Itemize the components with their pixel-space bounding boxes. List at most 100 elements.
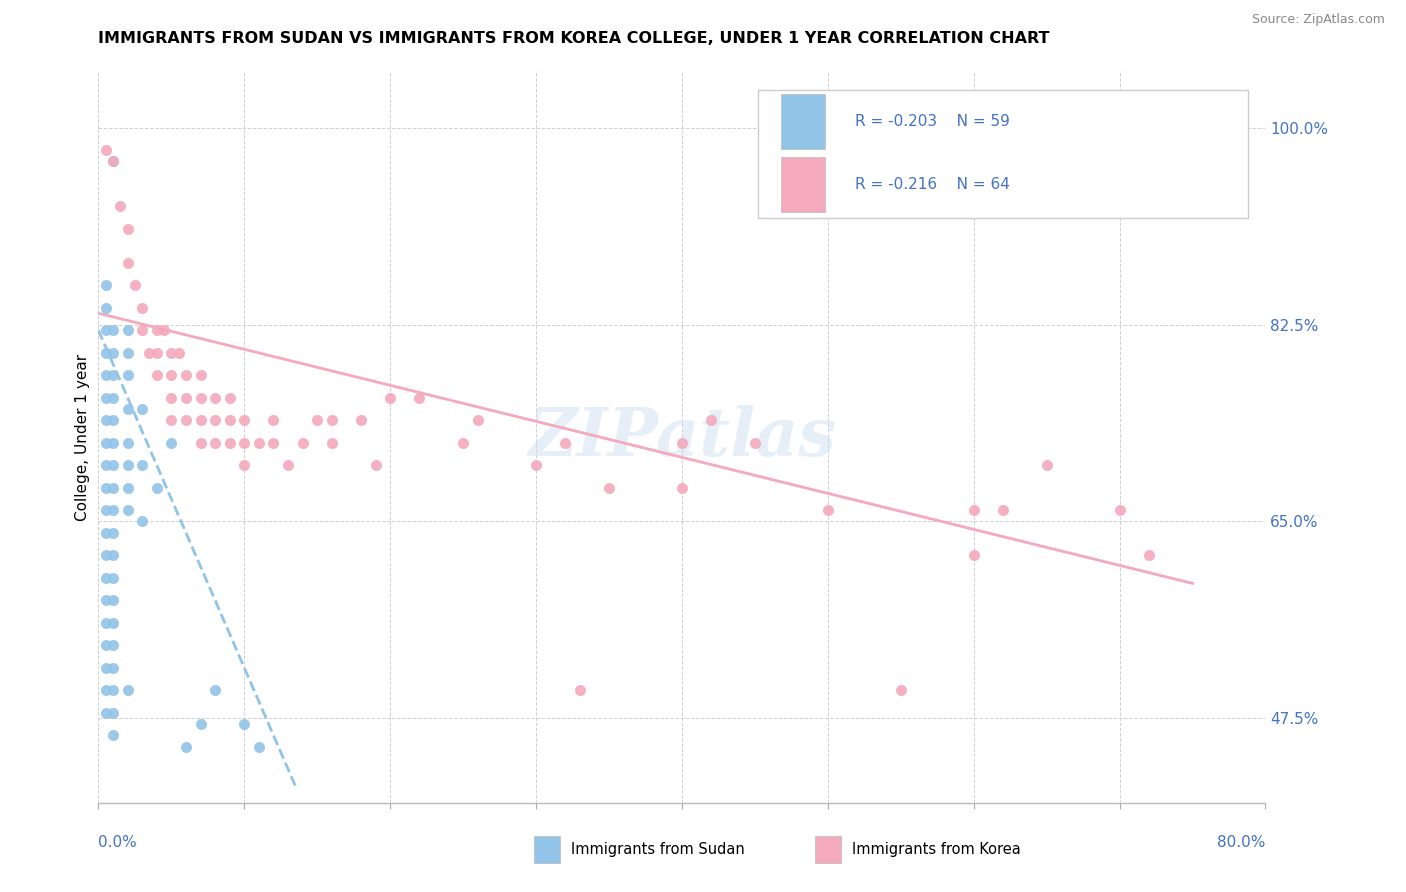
Point	[554, 435, 576, 450]
Point	[671, 435, 693, 450]
Point	[94, 525, 117, 540]
Point	[321, 413, 343, 427]
Point	[94, 571, 117, 585]
Point	[101, 458, 124, 473]
Point	[94, 593, 117, 607]
Point	[408, 391, 430, 405]
Point	[131, 323, 153, 337]
Text: Immigrants from Sudan: Immigrants from Sudan	[571, 842, 745, 856]
Point	[94, 413, 117, 427]
Point	[262, 435, 284, 450]
Point	[160, 413, 183, 427]
Point	[131, 515, 153, 529]
Point	[94, 301, 117, 315]
Point	[110, 199, 132, 213]
Point	[524, 458, 547, 473]
Point	[247, 739, 270, 754]
Point	[94, 706, 117, 720]
Point	[190, 413, 212, 427]
Point	[1137, 548, 1160, 562]
Point	[117, 323, 139, 337]
Point	[101, 548, 124, 562]
Point	[817, 503, 839, 517]
Text: ZIPatlas: ZIPatlas	[529, 405, 835, 469]
Point	[1108, 503, 1130, 517]
Point	[117, 255, 139, 269]
Point	[190, 435, 212, 450]
Point	[218, 391, 240, 405]
Point	[160, 391, 183, 405]
Point	[94, 458, 117, 473]
Point	[94, 503, 117, 517]
Point	[321, 435, 343, 450]
Point	[94, 638, 117, 652]
Point	[153, 323, 176, 337]
Point	[101, 615, 124, 630]
Point	[146, 323, 169, 337]
Point	[101, 683, 124, 698]
Point	[101, 154, 124, 169]
Point	[131, 301, 153, 315]
Point	[101, 345, 124, 359]
Text: 80.0%: 80.0%	[1218, 836, 1265, 850]
Point	[218, 413, 240, 427]
Point	[174, 413, 197, 427]
Text: IMMIGRANTS FROM SUDAN VS IMMIGRANTS FROM KOREA COLLEGE, UNDER 1 YEAR CORRELATION: IMMIGRANTS FROM SUDAN VS IMMIGRANTS FROM…	[98, 31, 1050, 46]
Point	[174, 368, 197, 383]
Point	[160, 368, 183, 383]
Point	[131, 401, 153, 416]
Point	[124, 278, 146, 293]
Point	[117, 435, 139, 450]
Point	[94, 323, 117, 337]
Point	[94, 481, 117, 495]
Point	[101, 481, 124, 495]
Point	[101, 154, 124, 169]
Point	[101, 435, 124, 450]
Point	[146, 481, 169, 495]
Point	[890, 683, 912, 698]
Point	[1035, 458, 1057, 473]
FancyBboxPatch shape	[782, 94, 825, 149]
Point	[94, 278, 117, 293]
Point	[101, 525, 124, 540]
Point	[117, 401, 139, 416]
Text: Source: ZipAtlas.com: Source: ZipAtlas.com	[1251, 13, 1385, 27]
Text: R = -0.216    N = 64: R = -0.216 N = 64	[855, 178, 1010, 193]
Point	[117, 222, 139, 236]
Point	[190, 391, 212, 405]
Text: Immigrants from Korea: Immigrants from Korea	[852, 842, 1021, 856]
Point	[233, 717, 256, 731]
Point	[190, 717, 212, 731]
Point	[131, 458, 153, 473]
FancyBboxPatch shape	[782, 157, 825, 212]
Point	[117, 503, 139, 517]
Point	[174, 391, 197, 405]
Point	[146, 368, 169, 383]
FancyBboxPatch shape	[758, 89, 1249, 218]
Point	[233, 413, 256, 427]
Point	[233, 435, 256, 450]
Point	[350, 413, 373, 427]
Point	[146, 345, 169, 359]
Point	[262, 413, 284, 427]
Point	[94, 548, 117, 562]
Point	[671, 481, 693, 495]
Point	[101, 571, 124, 585]
Point	[962, 503, 984, 517]
Point	[307, 413, 329, 427]
Point	[138, 345, 160, 359]
Point	[94, 345, 117, 359]
Point	[117, 345, 139, 359]
Point	[190, 368, 212, 383]
Point	[101, 661, 124, 675]
Text: 0.0%: 0.0%	[98, 836, 138, 850]
Point	[160, 435, 183, 450]
Point	[101, 413, 124, 427]
Point	[117, 481, 139, 495]
Point	[204, 683, 226, 698]
Point	[167, 345, 190, 359]
Point	[233, 458, 256, 473]
Point	[467, 413, 489, 427]
Point	[117, 458, 139, 473]
Point	[277, 458, 299, 473]
